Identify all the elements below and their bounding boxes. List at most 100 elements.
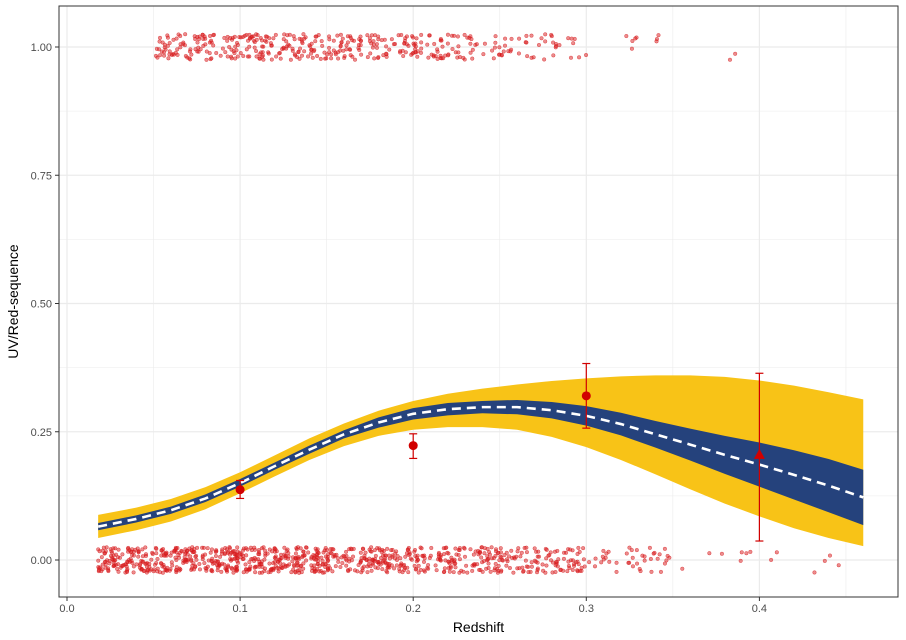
scatter-point-one — [384, 52, 389, 57]
scatter-point-one — [371, 42, 376, 47]
scatter-point-zero — [576, 545, 581, 550]
scatter-point-zero — [573, 560, 579, 565]
scatter-point-zero — [286, 551, 291, 556]
scatter-point-one — [288, 57, 293, 62]
scatter-point-one — [517, 36, 522, 41]
scatter-point-one — [235, 54, 240, 59]
scatter-point-one — [467, 35, 472, 40]
scatter-point-zero — [113, 546, 118, 551]
scatter-point-zero — [214, 549, 219, 554]
scatter-point-one — [509, 36, 514, 41]
scatter-point-one — [429, 52, 434, 57]
scatter-point-zero — [174, 550, 179, 555]
scatter-point-zero — [453, 561, 458, 566]
scatter-point-zero — [123, 570, 128, 575]
scatter-point-one — [267, 36, 272, 41]
scatter-point-one — [153, 53, 158, 58]
scatter-point-zero — [188, 554, 193, 559]
scatter-point-one — [566, 36, 571, 41]
scatter-point-zero — [125, 546, 131, 551]
scatter-point-zero — [304, 558, 309, 563]
scatter-point-one — [301, 32, 306, 37]
scatter-point-one — [342, 54, 347, 59]
scatter-point-zero — [449, 557, 454, 563]
scatter-point-zero — [360, 568, 365, 573]
scatter-point-zero — [243, 546, 248, 551]
scatter-point-one — [271, 36, 276, 41]
scatter-point-zero — [739, 550, 744, 555]
scatter-point-one — [654, 39, 659, 44]
scatter-point-zero — [406, 545, 411, 551]
scatter-point-zero — [498, 554, 503, 559]
scatter-point-one — [200, 32, 205, 37]
scatter-point-zero — [338, 564, 343, 570]
scatter-point-zero — [532, 546, 537, 551]
scatter-point-zero — [267, 561, 272, 566]
scatter-point-zero — [593, 556, 598, 561]
scatter-point-one — [539, 36, 544, 41]
scatter-point-one — [432, 41, 437, 47]
x-tick-label: 0.0 — [59, 603, 74, 615]
scatter-point-zero — [485, 554, 490, 559]
scatter-point-one — [413, 50, 418, 55]
scatter-point-zero — [355, 569, 360, 574]
scatter-point-zero — [106, 569, 111, 574]
scatter-point-zero — [244, 553, 249, 558]
scatter-point-zero — [104, 545, 109, 550]
scatter-point-zero — [182, 559, 187, 564]
scatter-point-one — [427, 33, 432, 38]
scatter-point-one — [201, 43, 206, 48]
x-tick-label: 0.4 — [752, 603, 767, 615]
scatter-point-one — [299, 37, 304, 42]
scatter-point-zero — [129, 549, 134, 554]
axes: 0.0 0.1 0.2 0.3 0.4 0.00 0.25 0.50 0.75 1.00 — [31, 42, 767, 615]
scatter-point-zero — [627, 545, 632, 550]
scatter-point-one — [313, 39, 318, 44]
scatter-point-one — [440, 44, 445, 49]
scatter-point-zero — [270, 549, 275, 554]
scatter-point-one — [455, 34, 460, 39]
scatter-point-one — [232, 51, 237, 56]
scatter-point-zero — [137, 565, 142, 570]
scatter-point-zero — [447, 561, 452, 566]
scatter-point-zero — [131, 564, 136, 569]
scatter-point-zero — [292, 562, 297, 568]
scatter-point-zero — [836, 563, 841, 568]
scatter-point-zero — [565, 569, 570, 574]
scatter-point-zero — [328, 547, 333, 552]
scatter-point-zero — [383, 556, 388, 561]
scatter-point-one — [524, 40, 529, 45]
scatter-point-zero — [485, 557, 490, 562]
scatter-point-zero — [648, 556, 653, 562]
scatter-point-one — [340, 36, 345, 41]
scatter-point-one — [331, 48, 336, 53]
scatter-point-zero — [480, 560, 485, 565]
scatter-point-one — [266, 51, 271, 56]
scatter-point-zero — [462, 554, 468, 559]
scatter-point-zero — [407, 550, 412, 555]
scatter-point-zero — [336, 559, 341, 564]
scatter-point-zero — [394, 557, 400, 563]
scatter-point-zero — [210, 556, 215, 561]
scatter-point-zero — [480, 569, 485, 574]
scatter-point-zero — [655, 556, 660, 561]
scatter-point-zero — [306, 550, 311, 555]
scatter-point-zero — [515, 566, 520, 571]
scatter-point-zero — [334, 552, 339, 557]
scatter-point-zero — [434, 568, 439, 573]
scatter-point-zero — [373, 553, 378, 558]
scatter-point-zero — [358, 560, 363, 565]
scatter-point-zero — [524, 545, 529, 550]
scatter-point-zero — [416, 563, 421, 568]
scatter-point-zero — [328, 550, 333, 555]
scatter-point-zero — [174, 557, 179, 563]
scatter-point-one — [203, 36, 208, 41]
scatter-point-zero — [465, 570, 470, 575]
scatter-point-zero — [248, 545, 253, 550]
scatter-point-zero — [604, 551, 609, 556]
scatter-point-one — [727, 57, 733, 62]
scatter-points — [96, 32, 841, 575]
scatter-point-zero — [119, 563, 124, 568]
scatter-point-one — [209, 38, 214, 43]
scatter-point-zero — [495, 566, 500, 571]
